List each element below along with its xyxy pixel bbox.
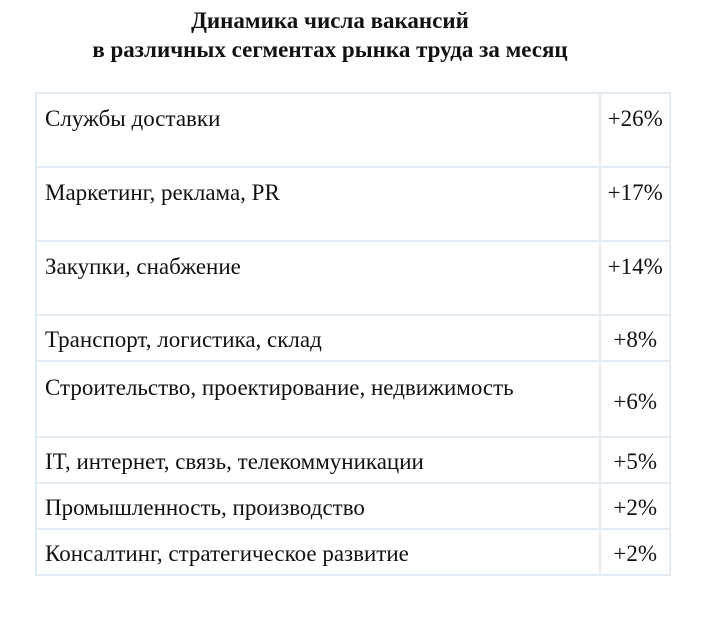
table-row: IT, интернет, связь, телекоммуникации +5… — [34, 436, 671, 484]
title-line-1: Динамика числа вакансий — [191, 8, 469, 33]
change-cell: +17% — [599, 166, 671, 242]
table-row: Службы доставки +26% — [34, 92, 671, 168]
table-row: Консалтинг, стратегическое развитие +2% — [34, 528, 671, 576]
page-title: Динамика числа вакансий в различных сегм… — [0, 6, 660, 64]
segment-cell: Промышленность, производство — [34, 482, 602, 530]
change-cell: +8% — [599, 314, 671, 362]
vacancy-change-table: Службы доставки +26% Маркетинг, реклама,… — [34, 92, 671, 576]
change-cell: +14% — [599, 240, 671, 316]
segment-cell: Службы доставки — [34, 92, 602, 168]
table-row: Транспорт, логистика, склад +8% — [34, 314, 671, 362]
change-cell: +2% — [599, 528, 671, 576]
title-line-2: в различных сегментах рынка труда за мес… — [92, 37, 568, 62]
change-cell: +6% — [599, 360, 671, 438]
change-cell: +26% — [599, 92, 671, 168]
table-row: Промышленность, производство +2% — [34, 482, 671, 530]
segment-cell: Консалтинг, стратегическое развитие — [34, 528, 602, 576]
segment-cell: Транспорт, логистика, склад — [34, 314, 602, 362]
segment-cell: Закупки, снабжение — [34, 240, 602, 316]
change-cell: +5% — [599, 436, 671, 484]
table-row: Закупки, снабжение +14% — [34, 240, 671, 316]
segment-cell: Строительство, проектирование, недвижимо… — [34, 360, 602, 438]
change-cell: +2% — [599, 482, 671, 530]
segment-cell: IT, интернет, связь, телекоммуникации — [34, 436, 602, 484]
table-row: Строительство, проектирование, недвижимо… — [34, 360, 671, 438]
table-row: Маркетинг, реклама, PR +17% — [34, 166, 671, 242]
segment-cell: Маркетинг, реклама, PR — [34, 166, 602, 242]
